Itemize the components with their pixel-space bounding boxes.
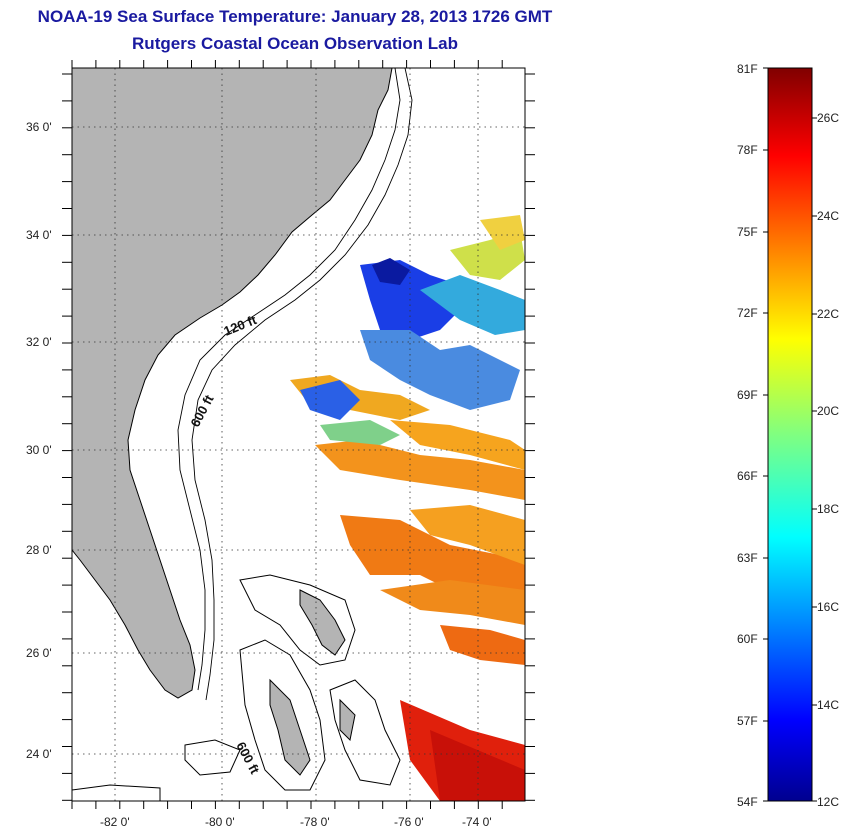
lat-label: 30 0' xyxy=(26,443,52,457)
bank-outlines xyxy=(72,574,401,801)
colorbar xyxy=(767,67,813,802)
colorbar-c-label: 20C xyxy=(817,404,839,418)
lon-label: -76 0' xyxy=(394,815,424,829)
bahamas-islands xyxy=(269,589,356,776)
lat-label: 28 0' xyxy=(26,543,52,557)
lon-label: -80 0' xyxy=(205,815,235,829)
colorbar-f-label: 63F xyxy=(737,551,758,565)
colorbar-celsius-labels: 26C 24C 22C 20C 18C 16C 14C 12C xyxy=(817,111,839,809)
colorbar-f-label: 66F xyxy=(737,469,758,483)
lat-label: 26 0' xyxy=(26,646,52,660)
axes-box xyxy=(71,67,526,802)
colorbar-f-label: 78F xyxy=(737,143,758,157)
lon-label: -82 0' xyxy=(100,815,130,829)
colorbar-ticks xyxy=(763,67,817,802)
colorbar-f-label: 54F xyxy=(737,795,758,809)
latitude-labels: 36 0' 34 0' 32 0' 30 0' 28 0' 26 0' 24 0… xyxy=(26,120,52,761)
colorbar-c-label: 16C xyxy=(817,600,839,614)
colorbar-f-label: 60F xyxy=(737,632,758,646)
lat-label: 24 0' xyxy=(26,747,52,761)
colorbar-f-label: 81F xyxy=(737,62,758,76)
land-mass xyxy=(72,68,393,699)
lat-label: 34 0' xyxy=(26,228,52,242)
lon-label: -74 0' xyxy=(462,815,492,829)
lon-label: -78 0' xyxy=(300,815,330,829)
graticule xyxy=(72,68,525,801)
longitude-labels: -82 0' -80 0' -78 0' -76 0' -74 0' xyxy=(100,815,492,829)
lat-label: 36 0' xyxy=(26,120,52,134)
colorbar-c-label: 24C xyxy=(817,209,839,223)
isobath-contours xyxy=(177,68,413,701)
colorbar-fahrenheit-labels: 81F 78F 75F 72F 69F 66F 63F 60F 57F 54F xyxy=(737,62,758,809)
map-title: NOAA-19 Sea Surface Temperature: January… xyxy=(37,7,553,26)
colorbar-f-label: 72F xyxy=(737,306,758,320)
colorbar-c-label: 26C xyxy=(817,111,839,125)
colorbar-c-label: 22C xyxy=(817,307,839,321)
map-subtitle: Rutgers Coastal Ocean Observation Lab xyxy=(132,34,458,53)
colorbar-c-label: 14C xyxy=(817,698,839,712)
colorbar-f-label: 69F xyxy=(737,388,758,402)
colorbar-f-label: 75F xyxy=(737,225,758,239)
lat-label: 32 0' xyxy=(26,335,52,349)
colorbar-f-label: 57F xyxy=(737,714,758,728)
axis-ticks xyxy=(62,60,535,809)
colorbar-c-label: 18C xyxy=(817,502,839,516)
colorbar-c-label: 12C xyxy=(817,795,839,809)
